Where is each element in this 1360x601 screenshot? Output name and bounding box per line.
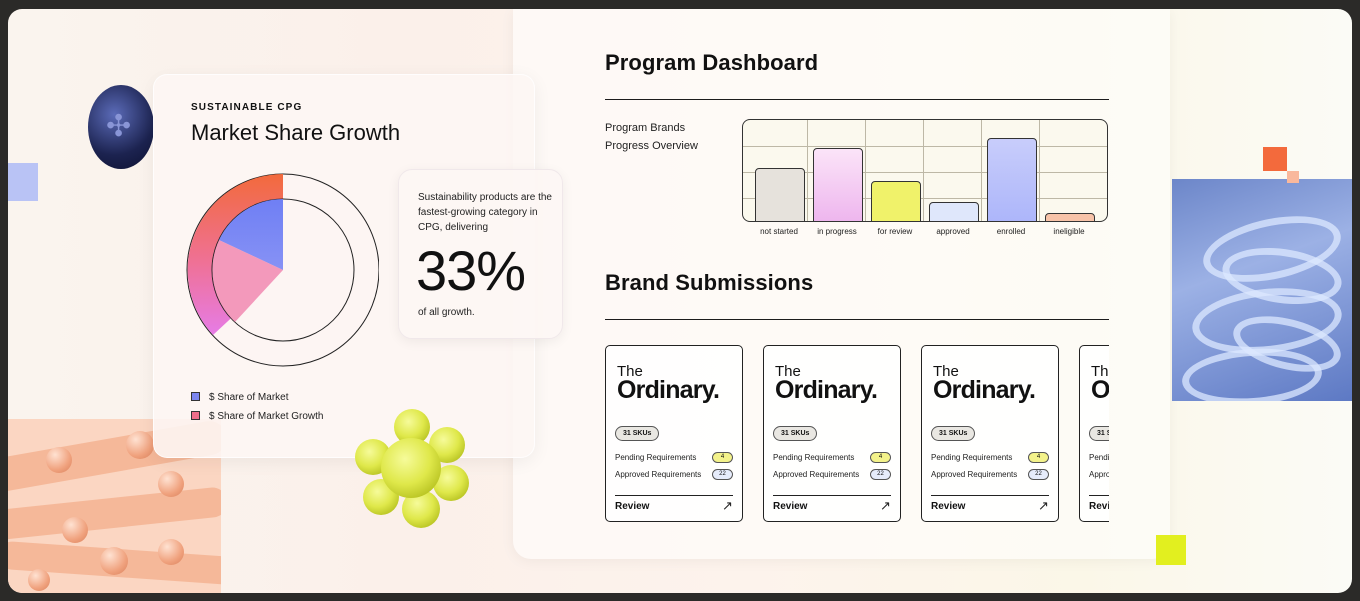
x-tick-label: ineligible — [1053, 227, 1085, 236]
panel-title: Market Share Growth — [191, 120, 401, 145]
canvas: ✣ Program Dashboard Program Brands Progr… — [8, 9, 1352, 593]
orange-square-decoration — [1263, 147, 1287, 171]
callout-footer: of all growth. — [418, 307, 475, 318]
pending-label: Pending Requirements — [931, 453, 1013, 462]
submissions-title: Brand Submissions — [605, 270, 814, 295]
brand-logo-name: Ordinary. — [933, 376, 1036, 404]
dashboard-title: Program Dashboard — [605, 50, 819, 75]
pending-count-badge: 4 — [1028, 452, 1049, 463]
brand-logo-name: Or — [1091, 376, 1109, 404]
divider — [605, 99, 1109, 100]
sku-badge: 31 SKUs — [773, 426, 818, 441]
progress-label-line1: Program Brands — [605, 122, 686, 134]
legend-item: $ Share of Market Growth — [191, 411, 324, 422]
bar-in-progress — [813, 148, 863, 221]
sku-badge: 31 SKUs — [615, 426, 660, 441]
glass-rings-image — [1172, 179, 1352, 401]
progress-label-line2: Progress Overview — [605, 140, 698, 152]
bar-enrolled — [987, 138, 1037, 221]
lime-square-decoration — [1156, 535, 1186, 565]
x-tick-label: in progress — [817, 227, 857, 236]
pending-count-badge: 4 — [870, 452, 891, 463]
card-divider — [773, 495, 891, 496]
panel-kicker: SUSTAINABLE CPG — [191, 102, 303, 113]
review-link[interactable]: Review — [1089, 501, 1109, 512]
grid-line — [743, 146, 1107, 147]
sku-badge: 31 SKUs — [931, 426, 976, 441]
share-of-market-segment — [219, 199, 283, 270]
yellow-blob-decoration — [355, 409, 469, 528]
card-divider — [615, 495, 733, 496]
x-tick-label: enrolled — [996, 227, 1026, 236]
market-share-panel: SUSTAINABLE CPG Market Share Growth $ Sh… — [153, 74, 535, 458]
pending-label: Pending Requirements — [773, 453, 855, 462]
arrow-up-right-icon[interactable]: ↗ — [880, 498, 891, 513]
program-dashboard-panel: Program Dashboard Program Brands Progres… — [513, 9, 1170, 559]
card-divider — [1089, 495, 1109, 496]
grid-line — [865, 120, 866, 221]
review-link[interactable]: Review — [773, 501, 808, 512]
bar-for-review — [871, 181, 921, 221]
approved-label: Approved Requirements — [615, 470, 702, 479]
approved-label: Approved Requirements — [931, 470, 1018, 479]
callout-text: Sustainability products are the fastest-… — [418, 192, 552, 233]
navy-sphere-decoration: ✣ — [88, 85, 154, 169]
grid-line — [807, 120, 808, 221]
growth-stat: 33% — [416, 239, 526, 302]
sku-badge: 31 SKUs — [1089, 426, 1109, 441]
grid-line — [743, 172, 1107, 173]
brand-card[interactable]: The Ordinary. 31 SKUs Pending Requirements 4… — [605, 345, 743, 522]
x-tick-label: for review — [877, 227, 913, 236]
grid-line — [743, 198, 1107, 199]
brand-logo-the: The — [775, 363, 801, 380]
bar-approved — [929, 202, 979, 221]
bar-not-started — [755, 168, 805, 221]
x-tick-label: approved — [936, 227, 970, 236]
legend-label: $ Share of Market — [209, 392, 289, 403]
brand-logo-name: Ordinary. — [617, 376, 720, 404]
brand-logo-the: The — [617, 363, 643, 380]
brand-card[interactable]: The Ordinary. 31 SKUs Pending Requirements 4… — [921, 345, 1059, 522]
market-share-donut-chart — [186, 173, 379, 367]
peach-square-decoration — [1287, 171, 1299, 183]
arrow-up-right-icon[interactable]: ↗ — [1038, 498, 1049, 513]
bar-ineligible — [1045, 213, 1095, 221]
legend-item: $ Share of Market — [191, 392, 288, 403]
legend-label: $ Share of Market Growth — [209, 411, 324, 422]
review-link[interactable]: Review — [931, 501, 966, 512]
growth-callout: Sustainability products are the fastest-… — [398, 169, 563, 339]
grid-line — [981, 120, 982, 221]
pending-label: Pending Requirements — [1089, 453, 1109, 462]
pending-count-badge: 4 — [712, 452, 733, 463]
approved-count-badge: 22 — [1028, 469, 1049, 480]
pending-label: Pending Requirements — [615, 453, 697, 462]
review-link[interactable]: Review — [615, 501, 650, 512]
arrow-up-right-icon[interactable]: ↗ — [722, 498, 733, 513]
x-tick-label: not started — [760, 227, 798, 236]
brand-cards-row: The Ordinary. 31 SKUs Pending Requirements 4… — [605, 9, 1109, 559]
brand-card[interactable]: The Ordinary. 31 SKUs Pending Requirements 4… — [763, 345, 901, 522]
card-divider — [931, 495, 1049, 496]
approved-label: Approved Requirements — [773, 470, 860, 479]
approved-count-badge: 22 — [870, 469, 891, 480]
divider — [605, 319, 1109, 320]
approved-label: Approved Requirements — [1089, 470, 1109, 479]
brand-logo-name: Ordinary. — [775, 376, 878, 404]
brand-logo-the: Th — [1091, 363, 1109, 380]
legend-swatch — [191, 411, 200, 420]
legend-swatch — [191, 392, 200, 401]
brand-logo-the: The — [933, 363, 959, 380]
grid-line — [923, 120, 924, 221]
approved-count-badge: 22 — [712, 469, 733, 480]
blue-square-decoration — [8, 163, 38, 201]
progress-bar-chart — [742, 119, 1108, 222]
grid-line — [1039, 120, 1040, 221]
